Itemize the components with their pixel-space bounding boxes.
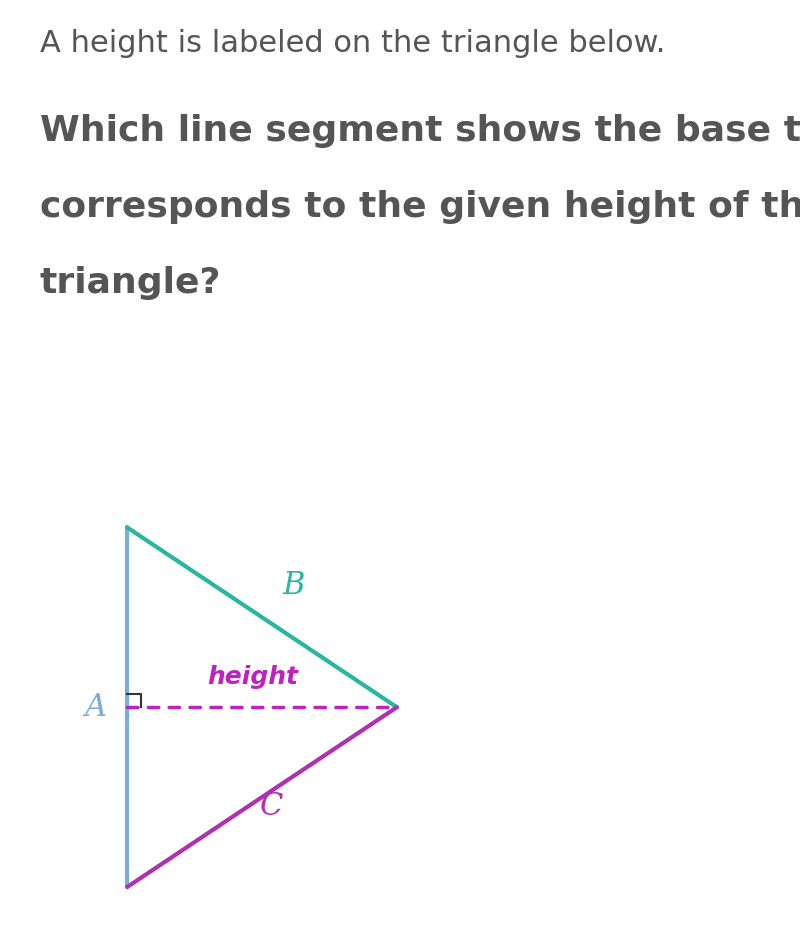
Text: C: C [259, 790, 282, 822]
Text: B: B [282, 571, 305, 601]
Text: triangle?: triangle? [40, 266, 222, 301]
Text: corresponds to the given height of the: corresponds to the given height of the [40, 190, 800, 224]
Text: A height is labeled on the triangle below.: A height is labeled on the triangle belo… [40, 29, 666, 57]
Text: height: height [207, 665, 298, 689]
Text: Which line segment shows the base that: Which line segment shows the base that [40, 114, 800, 148]
Text: A: A [85, 691, 106, 723]
